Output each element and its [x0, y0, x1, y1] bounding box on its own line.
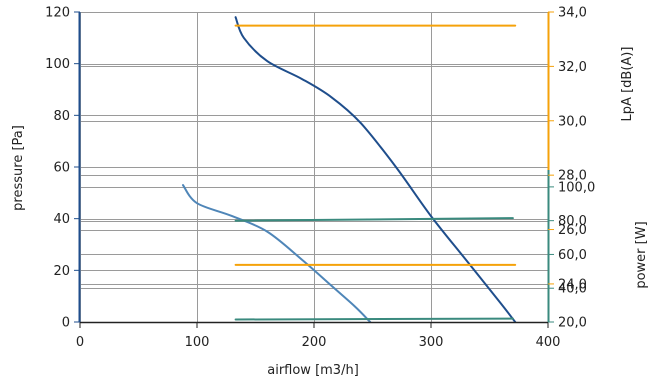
y-left-tick-label: 40 — [53, 212, 70, 227]
y-lpa-tick-label: 32,0 — [558, 60, 587, 75]
grid — [80, 12, 549, 323]
x-tick-label: 0 — [76, 335, 84, 350]
y-power-tick-label: 60,0 — [558, 248, 587, 263]
y-left-tick-label: 100 — [45, 57, 70, 72]
x-axis-title: airflow [m3/h] — [267, 363, 359, 378]
x-tick-label: 100 — [185, 335, 210, 350]
y-power-tick-label: 40,0 — [558, 282, 587, 297]
y-lpa-tick-label: 24,0 — [558, 277, 587, 292]
y-lpa-tick-label: 30,0 — [558, 114, 587, 129]
axes — [74, 11, 554, 328]
x-tick-label: 300 — [419, 335, 444, 350]
series-line-power-high — [234, 217, 514, 222]
x-tick-label: 400 — [536, 335, 561, 350]
y-left-tick-label: 120 — [45, 6, 70, 21]
y-lpa-tick-label: 26,0 — [558, 223, 587, 238]
series-line-power-low — [234, 317, 514, 321]
y-lpa-tick-label: 34,0 — [558, 6, 587, 21]
y-axis-power-title: power [W] — [634, 221, 649, 288]
y-left-tick-label: 60 — [53, 161, 70, 176]
y-left-tick-label: 20 — [53, 264, 70, 279]
y-left-tick-label: 80 — [53, 109, 70, 124]
y-axis-left-title: pressure [Pa] — [11, 125, 26, 211]
labels: 0 100 200 300 400 0 20 40 60 80 100 120 24,0 26,0 28,0… — [45, 6, 595, 351]
y-lpa-tick-label: 28,0 — [558, 169, 587, 184]
series-line-pressure-high — [234, 16, 517, 323]
series-layer — [182, 16, 517, 323]
y-axis-lpa-title: LpA [dB(A)] — [620, 47, 635, 122]
x-tick-label: 200 — [302, 335, 327, 350]
y-power-tick-label: 100,0 — [558, 180, 595, 195]
y-left-tick-label: 0 — [62, 316, 70, 331]
y-power-tick-label: 20,0 — [558, 316, 587, 331]
y-power-tick-label: 80,0 — [558, 214, 587, 229]
series-line-pressure-low — [182, 184, 372, 323]
